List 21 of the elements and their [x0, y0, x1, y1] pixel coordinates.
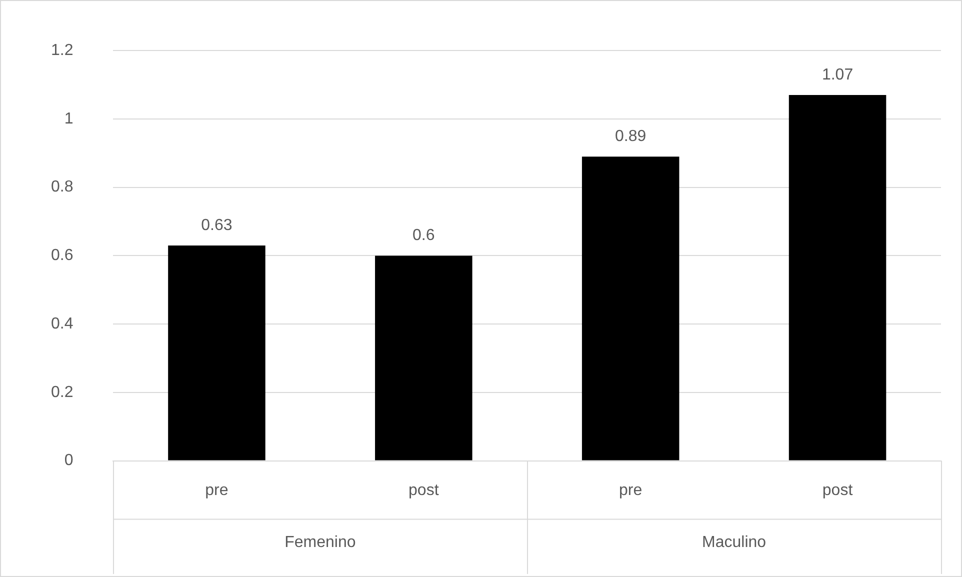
- bar: [375, 256, 472, 460]
- bar: [168, 245, 266, 460]
- text: Maculino: [702, 534, 766, 552]
- y-tick-label: 0.2: [50, 384, 74, 401]
- text: Femenino: [284, 534, 356, 552]
- y-tick-label: 0.8: [50, 178, 74, 196]
- data-label: 0.89: [615, 128, 646, 145]
- x-tick-label: post: [822, 482, 854, 499]
- y-tick-label: 0.4: [50, 315, 74, 332]
- bar: [788, 95, 886, 460]
- data-label: 0.63: [201, 216, 232, 234]
- data-label: 1.07: [822, 66, 854, 84]
- data-label: 0.6: [412, 227, 435, 244]
- x-tick-label: pre: [205, 482, 228, 499]
- x-tick-label: pre: [619, 482, 642, 499]
- y-tick-label: 1.2: [50, 42, 74, 60]
- y-tick-label: 0: [64, 452, 74, 470]
- bar: [582, 156, 680, 460]
- y-tick-label: 0.6: [50, 247, 74, 264]
- y-tick-label: 1: [64, 110, 74, 128]
- x-tick-label: post: [408, 482, 440, 499]
